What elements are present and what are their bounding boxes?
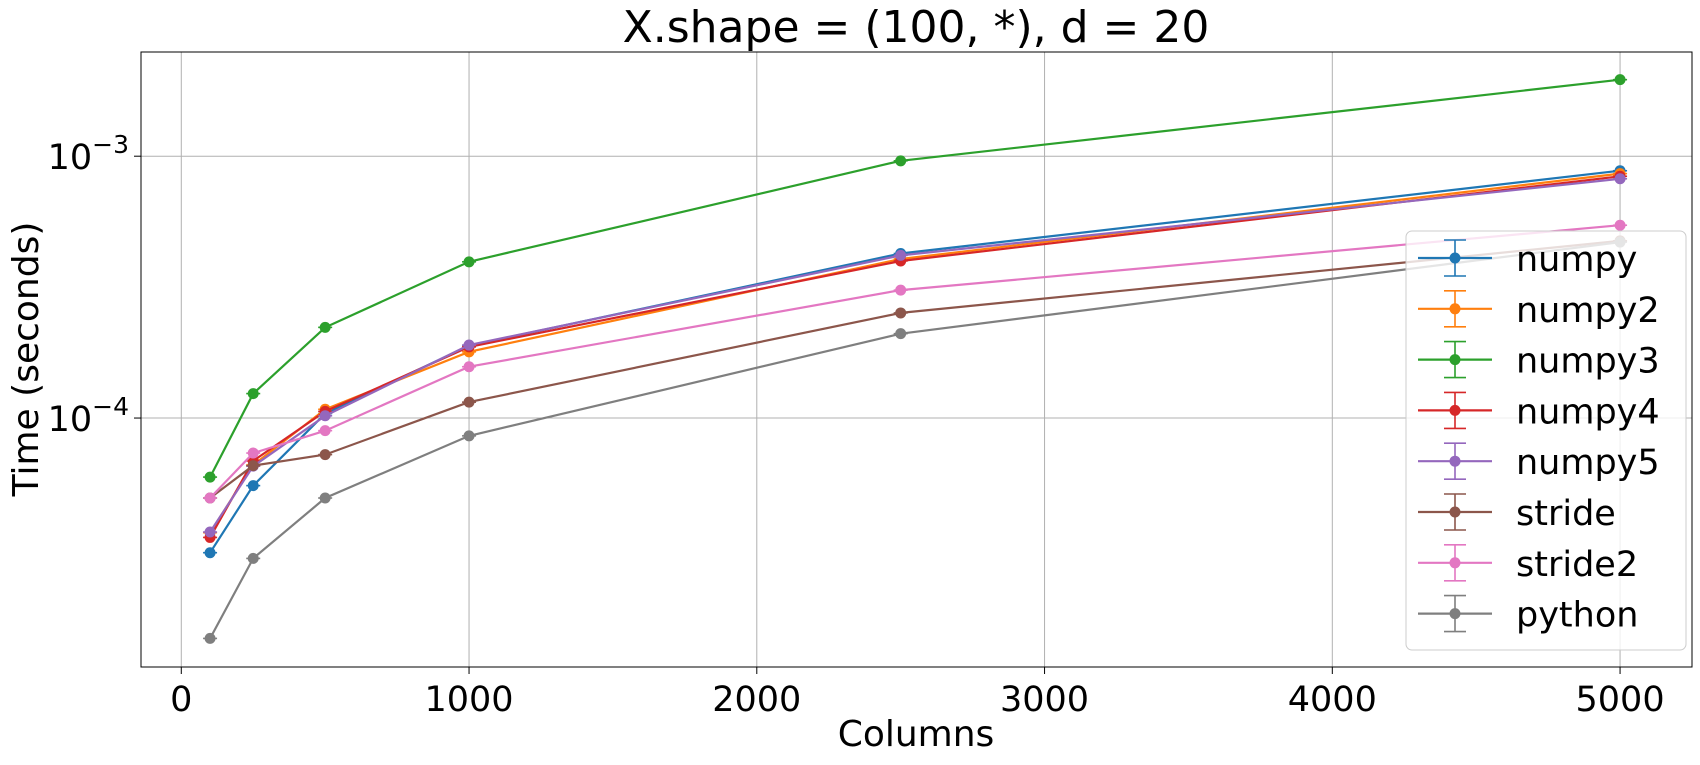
data-point bbox=[895, 328, 907, 340]
data-point bbox=[463, 361, 475, 373]
legend-swatch-marker bbox=[1449, 557, 1461, 569]
legend-swatch-marker bbox=[1449, 404, 1461, 416]
series-line bbox=[209, 78, 1621, 478]
data-point bbox=[463, 430, 475, 442]
data-point bbox=[1614, 74, 1626, 86]
legend-label: numpy5 bbox=[1516, 443, 1660, 483]
x-tick-label: 3000 bbox=[1000, 680, 1089, 720]
legend-swatch-marker bbox=[1449, 252, 1461, 264]
x-tick-label: 4000 bbox=[1288, 680, 1377, 720]
legend-swatch-marker bbox=[1449, 506, 1461, 518]
data-point bbox=[895, 307, 907, 319]
legend-swatch-marker bbox=[1449, 303, 1461, 315]
legend-swatch-marker bbox=[1449, 354, 1461, 366]
series-line bbox=[209, 175, 1621, 538]
data-point bbox=[204, 547, 216, 559]
data-point bbox=[204, 492, 216, 504]
legend: numpy numpy2 numpy3 numpy4 numpy5 stride strid… bbox=[1405, 230, 1687, 651]
legend-entry: numpy bbox=[1418, 239, 1637, 280]
x-tick-label: 2000 bbox=[712, 680, 801, 720]
data-point bbox=[1614, 173, 1626, 185]
legend-entry: stride bbox=[1418, 493, 1616, 534]
data-point bbox=[463, 256, 475, 268]
data-point bbox=[319, 425, 331, 437]
legend-entry: python bbox=[1418, 594, 1638, 636]
data-point bbox=[247, 447, 259, 459]
legend-label: python bbox=[1516, 596, 1638, 636]
legend-label: numpy3 bbox=[1516, 342, 1660, 382]
data-point bbox=[247, 460, 259, 472]
legend-entry: numpy4 bbox=[1418, 391, 1660, 432]
legend-label: numpy4 bbox=[1516, 392, 1660, 432]
data-point bbox=[204, 632, 216, 644]
data-point bbox=[895, 249, 907, 261]
series-numpy5 bbox=[203, 173, 1628, 538]
y-axis-label: Time (seconds) bbox=[6, 222, 47, 498]
data-point bbox=[319, 410, 331, 422]
legend-entry: numpy2 bbox=[1418, 289, 1660, 331]
data-point bbox=[319, 449, 331, 461]
legend-entry: stride2 bbox=[1418, 543, 1638, 585]
legend-entry: numpy3 bbox=[1418, 340, 1660, 382]
x-axis: 0 1000 2000 3000 4000 5000 bbox=[170, 667, 1665, 720]
data-point bbox=[463, 396, 475, 408]
data-point bbox=[204, 526, 216, 538]
data-point bbox=[895, 155, 907, 167]
data-point bbox=[895, 284, 907, 296]
data-point bbox=[1614, 219, 1626, 231]
series-line bbox=[209, 239, 1621, 499]
y-axis: 10−4 10−3 bbox=[48, 130, 141, 440]
data-point bbox=[463, 339, 475, 351]
data-point bbox=[247, 388, 259, 400]
x-tick-label: 1000 bbox=[425, 680, 514, 720]
series-layer bbox=[203, 74, 1628, 644]
data-point bbox=[319, 321, 331, 333]
series-stride2 bbox=[203, 219, 1628, 504]
y-tick-label: 10−4 bbox=[48, 392, 129, 440]
legend-swatch-marker bbox=[1449, 455, 1461, 467]
series-line bbox=[209, 224, 1621, 499]
legend-swatch-marker bbox=[1449, 608, 1461, 620]
data-point bbox=[204, 471, 216, 483]
legend-label: stride bbox=[1516, 494, 1616, 534]
y-tick-label: 10−3 bbox=[48, 130, 129, 178]
legend-label: numpy2 bbox=[1516, 291, 1660, 331]
series-line bbox=[209, 241, 1621, 639]
x-tick-label: 5000 bbox=[1576, 680, 1665, 720]
data-point bbox=[319, 492, 331, 504]
plot-frame bbox=[140, 51, 1693, 668]
legend-label: numpy bbox=[1516, 240, 1637, 280]
series-line bbox=[209, 177, 1621, 533]
data-point bbox=[247, 480, 259, 492]
legend-box bbox=[1405, 230, 1687, 651]
series-numpy3 bbox=[203, 74, 1628, 483]
chart-title: X.shape = (100, *), d = 20 bbox=[623, 2, 1210, 53]
x-axis-label: Columns bbox=[838, 714, 995, 755]
legend-entry: numpy5 bbox=[1418, 442, 1660, 483]
legend-label: stride2 bbox=[1516, 545, 1638, 585]
data-point bbox=[247, 552, 259, 564]
x-tick-label: 0 bbox=[170, 680, 192, 720]
